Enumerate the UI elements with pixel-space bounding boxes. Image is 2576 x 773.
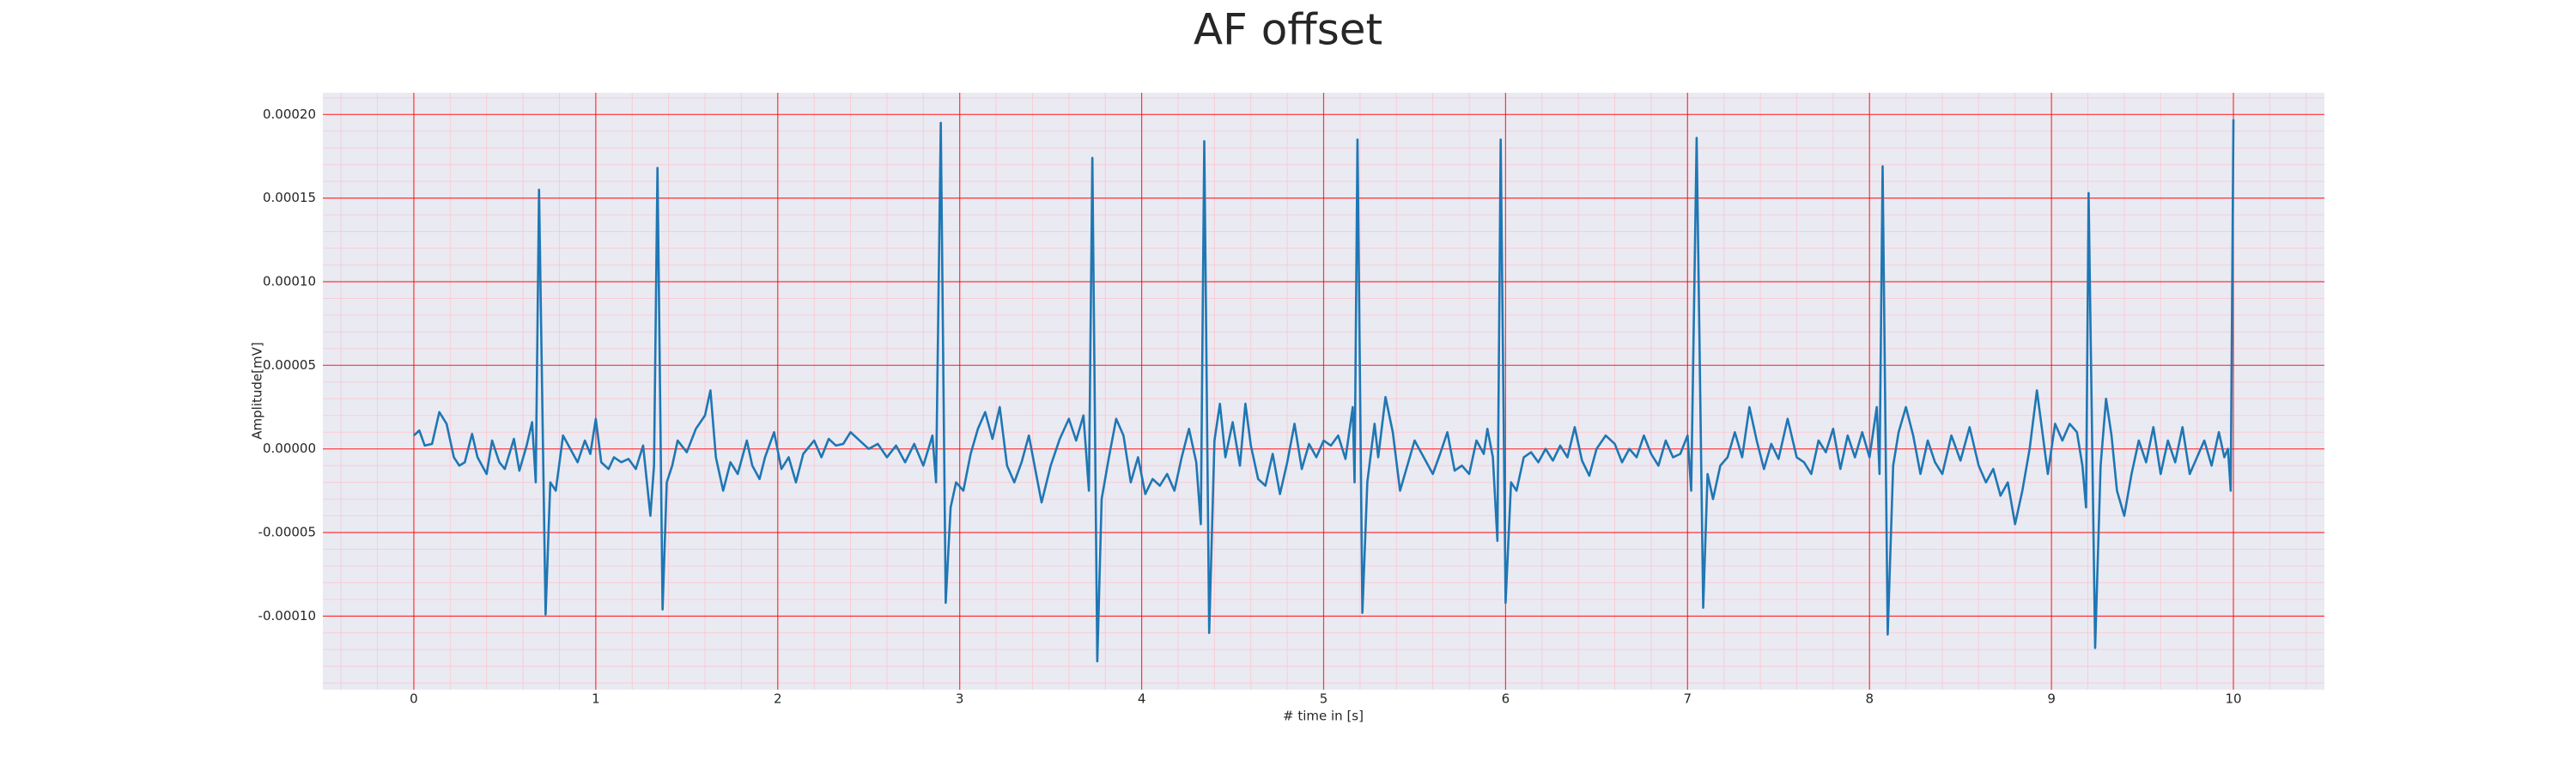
signal-line xyxy=(413,119,2235,663)
x-tick-label: 6 xyxy=(1502,691,1510,707)
y-tick-label: 0.00005 xyxy=(263,357,316,373)
x-tick-label: 4 xyxy=(1138,691,1146,707)
x-axis-label: # time in [s] xyxy=(1283,709,1364,724)
x-tick-label: 2 xyxy=(774,691,782,707)
x-tick-label: 9 xyxy=(2047,691,2056,707)
x-tick-label: 1 xyxy=(592,691,600,707)
chart-title: AF offset xyxy=(1194,5,1382,55)
y-tick-label: 0.00000 xyxy=(263,441,316,456)
y-tick-label: 0.00015 xyxy=(263,190,316,205)
series xyxy=(413,119,2235,663)
x-tick-label: 0 xyxy=(410,691,418,707)
x-tick-label: 10 xyxy=(2225,691,2241,707)
y-axis-label: Amplitude[mV] xyxy=(250,342,265,439)
x-tick-label: 3 xyxy=(956,691,964,707)
x-tick-label: 7 xyxy=(1684,691,1692,707)
x-tick-label: 8 xyxy=(1865,691,1874,707)
y-tick-label: -0.00005 xyxy=(258,525,316,540)
x-tick-label: 5 xyxy=(1320,691,1328,707)
y-tick-label: 0.00010 xyxy=(263,273,316,289)
y-tick-label: 0.00020 xyxy=(263,107,316,122)
y-tick-label: -0.00010 xyxy=(258,608,316,624)
